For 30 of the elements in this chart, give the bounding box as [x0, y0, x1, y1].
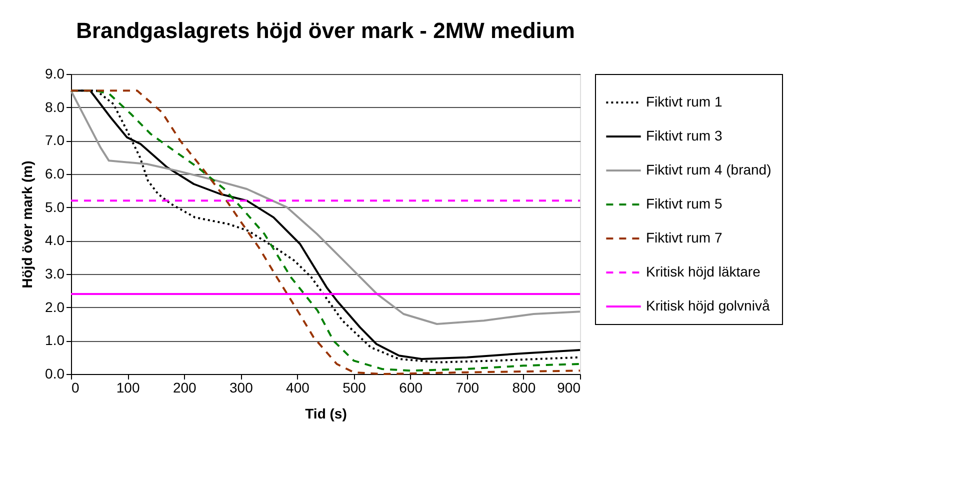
- y-tick-label: 9.0: [45, 66, 65, 82]
- y-axis-title: Höjd över mark (m): [19, 160, 36, 288]
- y-tick-label: 1.0: [45, 332, 65, 348]
- legend-label: Kritisk höjd läktare: [646, 264, 761, 280]
- x-tick-label: 200: [172, 380, 197, 396]
- x-tick-label: 600: [399, 380, 423, 396]
- x-tick-label: 500: [342, 380, 366, 396]
- x-tick-label: 800: [512, 380, 536, 396]
- x-tick-label: 100: [116, 380, 140, 396]
- x-tick-label: 400: [286, 380, 310, 396]
- x-tick-label: 300: [229, 380, 254, 396]
- y-tick-label: 8.0: [45, 98, 65, 115]
- legend-label: Kritisk höjd golvnivå: [646, 298, 770, 314]
- x-tick-label: 900: [557, 380, 581, 396]
- y-tick-label: 5.0: [45, 198, 65, 215]
- y-tick-label: 2.0: [45, 298, 65, 315]
- y-tick-label: 0.0: [45, 366, 65, 382]
- y-tick-label: 3.0: [45, 266, 65, 282]
- chart-title: Brandgaslagrets höjd över mark - 2MW medium: [76, 18, 575, 43]
- x-tick-label: 0: [72, 380, 80, 396]
- legend-label: Fiktivt rum 7: [646, 230, 722, 246]
- y-tick-label: 7.0: [45, 132, 65, 148]
- x-axis-title: Tid (s): [305, 406, 347, 422]
- legend-label: Fiktivt rum 5: [646, 196, 722, 212]
- x-tick-label: 700: [456, 380, 480, 396]
- y-tick-label: 4.0: [45, 232, 65, 248]
- legend-label: Fiktivt rum 3: [646, 128, 722, 144]
- legend-label: Fiktivt rum 4 (brand): [646, 162, 772, 178]
- legend-label: Fiktivt rum 1: [646, 94, 722, 110]
- y-tick-label: 6.0: [45, 166, 65, 182]
